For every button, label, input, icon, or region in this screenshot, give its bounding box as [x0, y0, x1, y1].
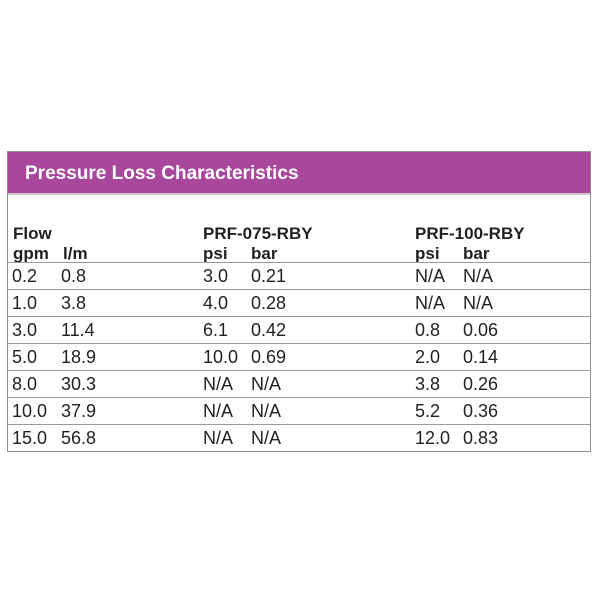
- cell-gpm: 5.0: [12, 347, 38, 367]
- row-divider: [8, 262, 590, 263]
- cell-bar-2: 0.06: [463, 320, 499, 340]
- row-divider: [8, 370, 590, 371]
- cell-gpm: 8.0: [12, 374, 38, 394]
- row-divider: [8, 316, 590, 317]
- cell-psi-2: 0.8: [415, 320, 441, 340]
- cell-bar-1: N/A: [251, 374, 282, 394]
- cell-psi-1: 6.1: [203, 320, 229, 340]
- cell-lpm: 18.9: [61, 347, 97, 367]
- cell-psi-1: N/A: [203, 428, 234, 448]
- cell-lpm: 56.8: [61, 428, 97, 448]
- cell-psi-2: 12.0: [415, 428, 451, 448]
- cell-gpm: 3.0: [12, 320, 38, 340]
- cell-bar-2: N/A: [463, 266, 494, 286]
- cell-bar-1: 0.42: [251, 320, 287, 340]
- cell-bar-2: 0.83: [463, 428, 499, 448]
- cell-psi-2: 2.0: [415, 347, 441, 367]
- cell-bar-2: N/A: [463, 293, 494, 313]
- cell-gpm: 1.0: [12, 293, 38, 313]
- row-divider: [8, 289, 590, 290]
- cell-bar-1: N/A: [251, 428, 282, 448]
- cell-psi-2: 3.8: [415, 374, 441, 394]
- cell-lpm: 11.4: [61, 320, 95, 340]
- cell-lpm: 30.3: [61, 374, 97, 394]
- cell-psi-1: N/A: [203, 374, 234, 394]
- cell-lpm: 0.8: [61, 266, 87, 286]
- header-bar-1: bar: [251, 244, 278, 263]
- row-divider: [8, 397, 590, 398]
- cell-psi-1: 10.0: [203, 347, 239, 367]
- pressure-loss-table: Pressure Loss Characteristics Flow gpm l…: [7, 151, 591, 452]
- cell-bar-1: 0.69: [251, 347, 287, 367]
- cell-bar-2: 0.14: [463, 347, 499, 367]
- cell-bar-1: 0.21: [251, 266, 287, 286]
- cell-bar-1: N/A: [251, 401, 282, 421]
- cell-psi-2: N/A: [415, 293, 446, 313]
- header-flow: Flow: [13, 224, 52, 243]
- header-model-prf-075: PRF-075-RBY: [203, 224, 313, 243]
- header-psi-1: psi: [203, 244, 228, 263]
- cell-bar-2: 0.26: [463, 374, 499, 394]
- cell-psi-1: 4.0: [203, 293, 229, 313]
- cell-gpm: 15.0: [12, 428, 48, 448]
- cell-bar-2: 0.36: [463, 401, 499, 421]
- cell-psi-2: N/A: [415, 266, 446, 286]
- row-divider: [8, 424, 590, 425]
- header-psi-2: psi: [415, 244, 440, 263]
- header-model-prf-100: PRF-100-RBY: [415, 224, 525, 243]
- row-divider: [8, 343, 590, 344]
- cell-lpm: 37.9: [61, 401, 97, 421]
- header-bar-2: bar: [463, 244, 490, 263]
- header-gpm: gpm: [13, 244, 49, 263]
- cell-gpm: 0.2: [12, 266, 38, 286]
- header-lpm: l/m: [63, 244, 88, 263]
- table-title: Pressure Loss Characteristics: [8, 152, 590, 195]
- cell-bar-1: 0.28: [251, 293, 287, 313]
- cell-gpm: 10.0: [12, 401, 48, 421]
- cell-psi-2: 5.2: [415, 401, 441, 421]
- cell-lpm: 3.8: [61, 293, 87, 313]
- cell-psi-1: N/A: [203, 401, 234, 421]
- cell-psi-1: 3.0: [203, 266, 229, 286]
